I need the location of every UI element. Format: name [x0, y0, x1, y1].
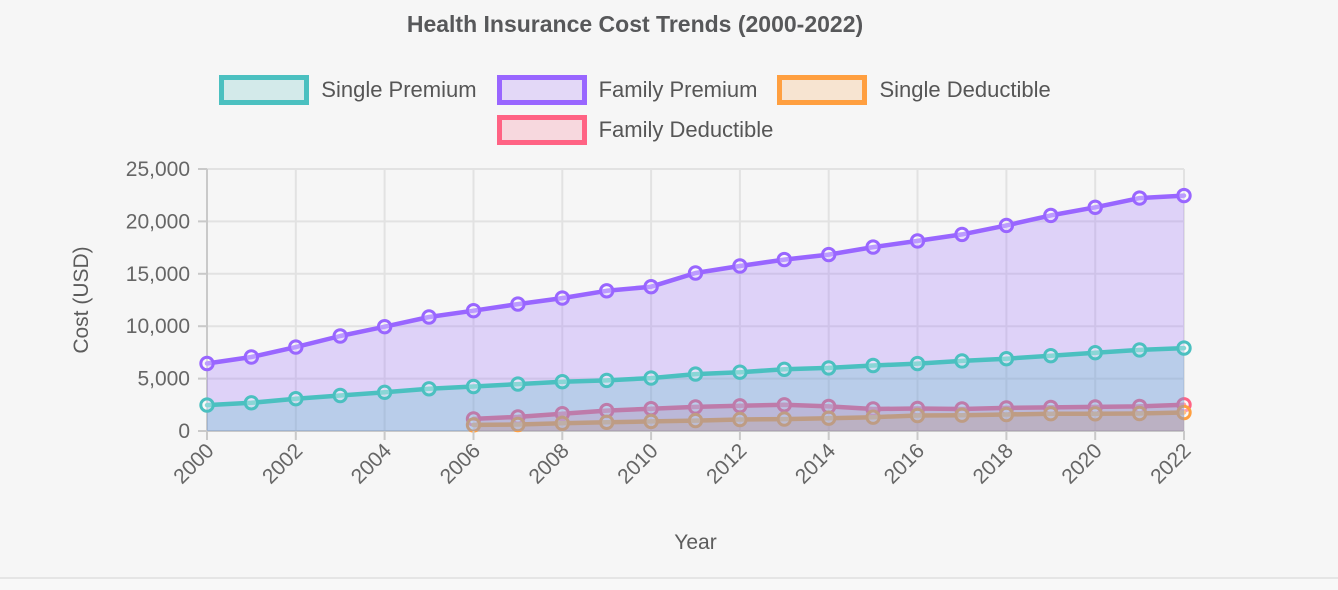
svg-text:2020: 2020 — [1057, 439, 1106, 488]
svg-text:2022: 2022 — [1146, 439, 1195, 488]
grid — [206, 168, 1185, 432]
legend-item-single-premium[interactable]: Single Premium — [219, 75, 477, 105]
svg-text:20,000: 20,000 — [126, 210, 190, 233]
legend-item-family-premium[interactable]: Family Premium — [496, 75, 758, 105]
x-axis-ticks: 2000 2002 2004 2006 2008 2010 2012 2014 2016 2018… — [169, 431, 1196, 489]
x-axis-title: Year — [674, 531, 716, 554]
svg-text:2000: 2000 — [169, 439, 218, 488]
legend-label: Family Premium — [598, 77, 758, 102]
svg-text:15,000: 15,000 — [126, 263, 190, 286]
panel-bottom-border — [0, 577, 1338, 579]
svg-text:2010: 2010 — [613, 439, 662, 488]
svg-text:2002: 2002 — [258, 439, 307, 488]
svg-text:2018: 2018 — [969, 439, 1018, 488]
y-axis-ticks: 0 5,000 10,000 15,000 20,000 25,000 — [126, 158, 207, 443]
svg-text:10,000: 10,000 — [126, 315, 190, 338]
series-family-premium — [199, 187, 1192, 431]
y-axis-title: Cost (USD) — [70, 246, 93, 353]
legend-swatch-family-premium — [496, 75, 587, 105]
chart-header: Health Insurance Cost Trends (2000-2022)… — [0, 0, 1270, 145]
svg-text:25,000: 25,000 — [126, 158, 190, 181]
legend-swatch-single-deductible — [777, 75, 868, 105]
series-family-deductible — [465, 397, 1192, 431]
svg-text:2004: 2004 — [347, 439, 397, 489]
legend-item-family-deductible[interactable]: Family Deductible — [496, 115, 774, 145]
legend-item-single-deductible[interactable]: Single Deductible — [777, 75, 1051, 105]
legend-swatch-single-premium — [219, 75, 310, 105]
series-single-premium — [199, 340, 1192, 431]
svg-text:5,000: 5,000 — [137, 368, 190, 391]
svg-text:2016: 2016 — [880, 439, 929, 488]
axis-borders — [206, 169, 1184, 432]
legend-label: Family Deductible — [598, 117, 774, 142]
legend-label: Single Deductible — [879, 77, 1051, 102]
page-area-below-chart — [0, 579, 1338, 590]
legend-label: Single Premium — [321, 77, 477, 102]
svg-text:2008: 2008 — [525, 439, 574, 488]
svg-text:2006: 2006 — [436, 439, 485, 488]
svg-text:0: 0 — [178, 420, 190, 443]
series-single-deductible — [465, 404, 1192, 433]
legend-swatch-family-deductible — [496, 115, 587, 145]
svg-text:2014: 2014 — [791, 439, 841, 489]
svg-text:2012: 2012 — [702, 439, 751, 488]
chart-legend: Single Premium Family Premium Single Deduc… — [175, 75, 1095, 145]
chart-title: Health Insurance Cost Trends (2000-2022) — [406, 11, 864, 37]
